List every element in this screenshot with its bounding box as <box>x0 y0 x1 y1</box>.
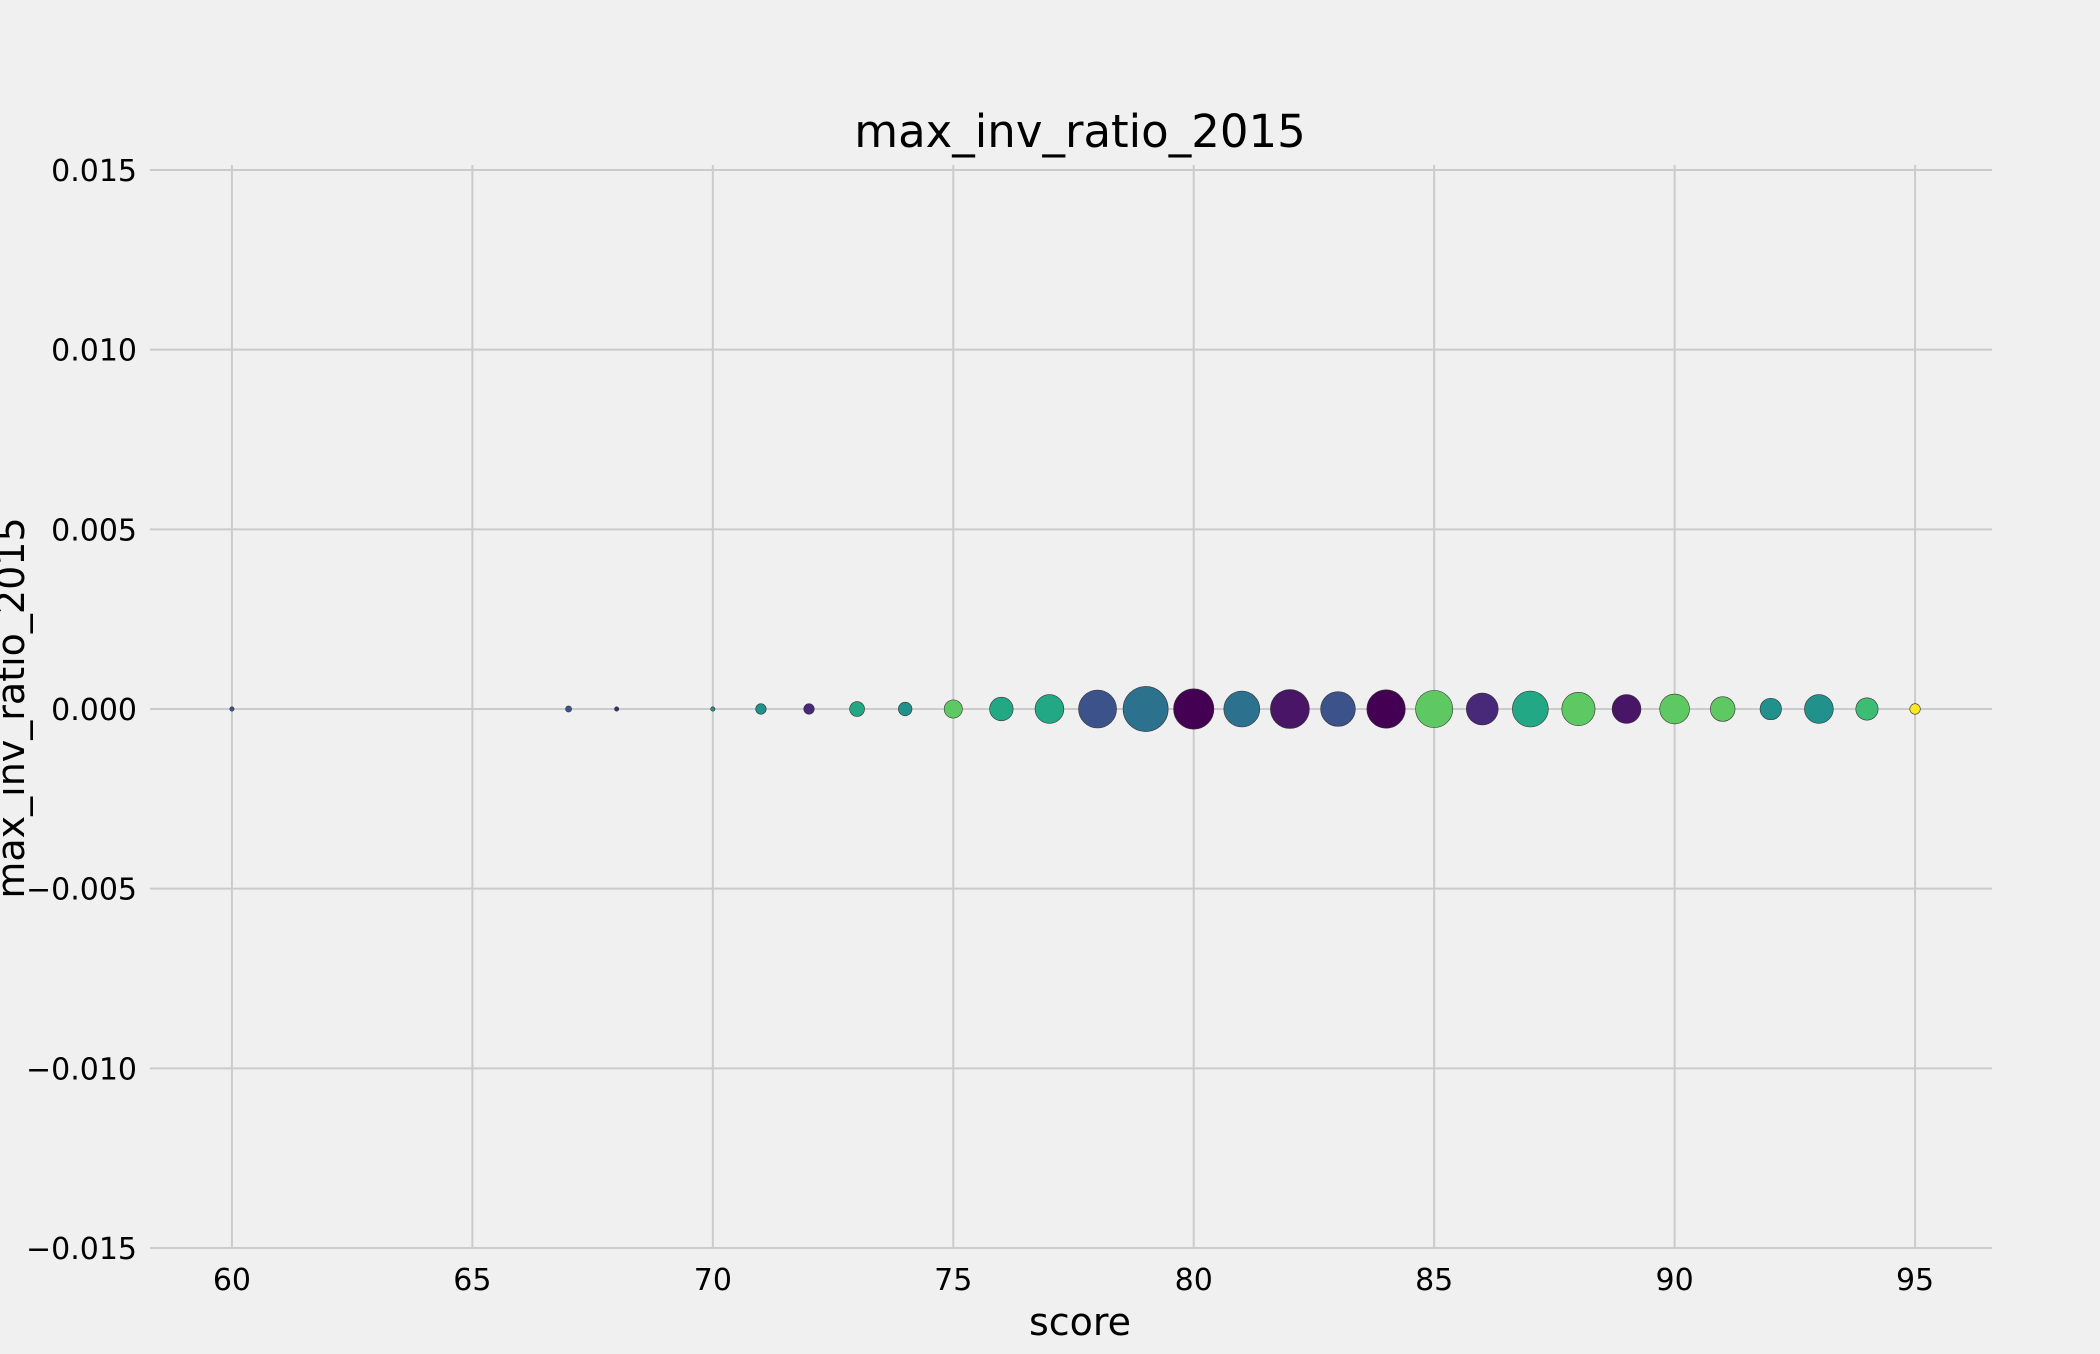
scatter-point <box>1909 703 1921 715</box>
scatter-point <box>943 699 963 719</box>
y-tick-label: 0.000 <box>51 693 137 728</box>
scatter-point <box>849 701 865 717</box>
scatter-point <box>229 706 235 712</box>
scatter-point <box>614 706 620 712</box>
x-tick-label: 70 <box>694 1263 732 1298</box>
scatter-point <box>1034 694 1065 724</box>
scatter-point <box>710 706 716 712</box>
y-tick-label: −0.005 <box>26 873 137 908</box>
x-tick-label: 80 <box>1175 1263 1213 1298</box>
scatter-point <box>1466 692 1499 726</box>
scatter-point <box>1855 697 1879 721</box>
y-tick-label: 0.010 <box>51 334 137 369</box>
scatter-point <box>989 696 1014 722</box>
x-tick-label: 95 <box>1896 1263 1934 1298</box>
y-gridlines <box>150 169 1992 1249</box>
scatter-point <box>755 703 767 715</box>
scatter-point <box>1512 690 1549 728</box>
chart-title: max_inv_ratio_2015 <box>854 105 1305 158</box>
scatter-point <box>1759 697 1782 721</box>
scatter-point <box>565 705 572 713</box>
x-tick-label: 60 <box>213 1263 251 1298</box>
y-axis-label: max_inv_ratio_2015 <box>0 517 33 898</box>
y-tick-label: 0.005 <box>51 513 137 548</box>
scatter-point <box>1366 689 1406 729</box>
x-tick-label: 65 <box>453 1263 491 1298</box>
x-axis-label: score <box>1029 1300 1131 1344</box>
scatter-point <box>1078 689 1117 729</box>
y-tick-labels: 0.015 0.010 0.005 0.000 −0.005 −0.010 −0.015 <box>26 154 137 1267</box>
x-tick-label: 90 <box>1656 1263 1694 1298</box>
scatter-point <box>898 701 913 717</box>
scatter-point <box>1270 689 1310 729</box>
scatter-point <box>1223 690 1261 728</box>
scatter-point <box>1710 696 1736 722</box>
scatter-point <box>1611 694 1642 724</box>
scatter-point <box>1173 688 1215 730</box>
y-tick-label: −0.015 <box>26 1232 137 1267</box>
scatter-point <box>1320 691 1356 727</box>
y-tick-label: 0.015 <box>51 154 137 189</box>
x-tick-label: 75 <box>934 1263 972 1298</box>
data-points <box>229 686 1921 732</box>
y-tick-label: −0.010 <box>26 1052 137 1087</box>
scatter-point <box>1561 692 1596 726</box>
scatter-point <box>1122 686 1169 732</box>
scatter-point <box>1804 694 1834 724</box>
x-tick-labels: 60 65 70 75 80 85 90 95 <box>213 1263 1934 1298</box>
scatter-point <box>1415 690 1454 728</box>
x-tick-label: 85 <box>1415 1263 1453 1298</box>
scatter-point <box>1659 693 1690 725</box>
scatter-point <box>803 703 815 715</box>
